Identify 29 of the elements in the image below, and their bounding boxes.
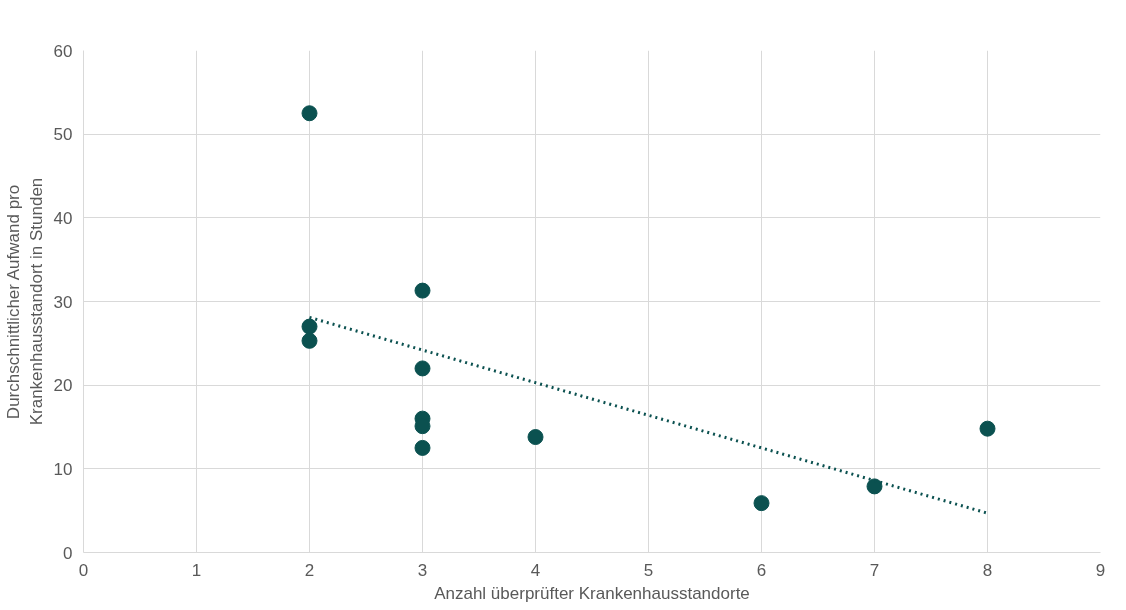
x-tick-label: 2 [304, 560, 315, 580]
x-tick-label: 5 [643, 560, 654, 580]
x-tick-label: 1 [191, 560, 202, 580]
point [866, 478, 883, 495]
point [301, 105, 318, 122]
x-tick-label: 0 [78, 560, 89, 580]
x-tick-label: 3 [417, 560, 428, 580]
y-tick-label: 60 [53, 41, 73, 61]
x-tick-label: 4 [530, 560, 541, 580]
point [301, 332, 318, 349]
y-tick-label: 30 [53, 292, 73, 312]
y-tick-label: 10 [53, 459, 73, 479]
point [301, 318, 318, 335]
y-tick-label: 40 [53, 208, 73, 228]
x-tick-label: 8 [982, 560, 993, 580]
point [414, 282, 431, 299]
point [414, 360, 431, 377]
point [753, 495, 770, 512]
x-axis-title: Anzahl überprüfter Krankenhausstandorte [434, 583, 750, 603]
point [527, 429, 544, 446]
point [414, 439, 431, 456]
x-tick-label: 9 [1095, 560, 1106, 580]
x-tick-label: 7 [869, 560, 880, 580]
y-tick-label: 0 [63, 543, 73, 563]
y-axis-title: Durchschnittlicher Aufwand pro Krankenhausstandort in Stunden [3, 177, 46, 426]
point [979, 420, 996, 437]
x-tick-label: 6 [756, 560, 767, 580]
y-tick-label: 20 [53, 376, 73, 396]
y-tick-label: 50 [53, 125, 73, 145]
